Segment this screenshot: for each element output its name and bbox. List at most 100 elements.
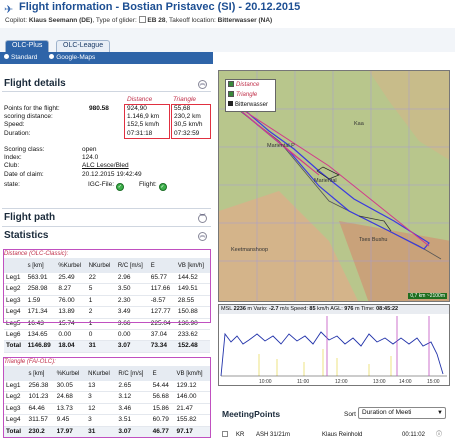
table-cell: 256.38 bbox=[26, 381, 55, 393]
view-google-label[interactable]: Google-Maps bbox=[56, 54, 96, 61]
table-cell: 13.89 bbox=[56, 306, 87, 319]
points-label: Points for the flight: bbox=[4, 105, 60, 112]
table-cell: 0.00 bbox=[115, 329, 149, 342]
table-cell: 171.34 bbox=[25, 306, 57, 319]
column-header: NKurbel bbox=[86, 366, 117, 381]
triangle-stats-table: s [km] %Kurbel NKurbel R/C [m/s] E VB [km/h] L… bbox=[4, 366, 210, 438]
table-cell: 129.12 bbox=[174, 381, 210, 393]
distance-value: 924,90 bbox=[127, 105, 147, 112]
table-cell: 2.65 bbox=[116, 381, 151, 393]
tab-olc-plus[interactable]: OLC-Plus bbox=[5, 40, 50, 52]
legend-distance-checkbox[interactable] bbox=[228, 81, 234, 87]
glider-checkbox[interactable] bbox=[138, 16, 146, 23]
table-cell: 258.98 bbox=[25, 283, 57, 296]
table-cell: 150.88 bbox=[175, 306, 210, 319]
map-scale: 0,7 km ~2100m bbox=[408, 293, 447, 299]
distance-value: 152,5 km/h bbox=[127, 121, 160, 129]
page-title: Flight information - Bostian Pristavec (… bbox=[19, 1, 301, 13]
radio-standard[interactable] bbox=[4, 54, 9, 59]
flight-map[interactable]: Distance Triangle Bitterwasser Kaa Marie… bbox=[218, 70, 450, 302]
table-cell: 13.73 bbox=[54, 403, 87, 416]
collapse-icon[interactable]: ︽ bbox=[198, 232, 207, 241]
time-value: 08:45:22 bbox=[376, 306, 399, 312]
meeting-code: KR bbox=[236, 432, 245, 438]
table-cell: Leg6 bbox=[4, 329, 26, 342]
x-tick: 12:00 bbox=[335, 379, 348, 385]
table-cell: 54.44 bbox=[150, 381, 175, 393]
table-cell: 2.96 bbox=[115, 273, 149, 285]
table-row: Leg4 171.34 13.89 2 3.49 127.77 150.88 bbox=[4, 306, 210, 319]
collapse-icon[interactable]: ︽ bbox=[198, 80, 207, 89]
table-cell: Leg5 bbox=[4, 318, 26, 331]
table-cell: Leg3 bbox=[4, 295, 26, 308]
triangle-caption: Triangle (FAI-OLC): bbox=[4, 359, 56, 365]
table-cell: Leg2 bbox=[4, 391, 27, 404]
table-cell: 3.49 bbox=[115, 306, 149, 319]
table-cell: 144.52 bbox=[175, 273, 210, 285]
x-tick: 15:00 bbox=[427, 379, 440, 385]
expand-icon[interactable]: ︾ bbox=[198, 214, 207, 223]
table-cell: 37.04 bbox=[148, 329, 176, 342]
table-cell: 64.46 bbox=[26, 403, 55, 416]
flight-path-title: Flight path bbox=[4, 212, 56, 223]
legend-triangle-checkbox[interactable] bbox=[228, 91, 234, 97]
table-cell: 0.00 bbox=[56, 329, 87, 342]
table-cell: 3.51 bbox=[116, 414, 151, 427]
table-cell: 3.50 bbox=[115, 283, 149, 296]
table-cell: 233.62 bbox=[175, 329, 210, 342]
table-cell: 12 bbox=[86, 403, 117, 416]
detail-label: Scoring class: bbox=[4, 145, 45, 153]
meeting-row[interactable]: KR ASH 31/21m Klaus Reinhold 00:11:02 ⓘ bbox=[222, 430, 448, 438]
meeting-callsign: ASH 31/21m bbox=[256, 432, 291, 438]
table-cell: Leg3 bbox=[4, 403, 27, 416]
total-row: Total 230.2 17.97 31 3.07 46.77 97.17 bbox=[4, 426, 210, 438]
table-cell: 56.68 bbox=[150, 391, 175, 404]
table-cell: 3.07 bbox=[115, 340, 149, 353]
table-cell: Leg2 bbox=[4, 283, 26, 296]
view-standard-label[interactable]: Standard bbox=[11, 54, 38, 61]
table-cell: 31 bbox=[86, 340, 116, 353]
column-header: VB [km/h] bbox=[174, 366, 210, 381]
table-cell: 30.05 bbox=[54, 381, 87, 393]
table-row: Leg1 256.38 30.05 13 2.65 54.44 129.12 bbox=[4, 381, 210, 393]
table-cell: 3.12 bbox=[116, 391, 151, 404]
triangle-highlight bbox=[3, 357, 211, 438]
table-cell: 22 bbox=[86, 273, 116, 285]
meeting-pilot: Klaus Reinhold bbox=[322, 432, 363, 438]
map-label: Kaa bbox=[354, 121, 364, 127]
column-header: E bbox=[150, 366, 175, 381]
pilot-date: - Bostian Pristavec (SI) - 20.12.2015 bbox=[115, 1, 301, 13]
table-cell: 15.86 bbox=[150, 403, 175, 416]
table-cell: 146.00 bbox=[174, 391, 210, 404]
distance-highlight bbox=[3, 249, 211, 323]
detail-label: state: bbox=[4, 180, 20, 188]
total-row: Total 1146.89 18.04 31 3.07 73.34 152.48 bbox=[4, 340, 210, 353]
flight-details-title: Flight details bbox=[4, 78, 66, 89]
table-cell: 563.91 bbox=[25, 273, 57, 285]
takeoff-marker bbox=[228, 101, 233, 106]
meeting-checkbox[interactable] bbox=[222, 431, 228, 437]
info-icon[interactable]: ⓘ bbox=[436, 432, 443, 438]
radio-google[interactable] bbox=[49, 54, 55, 59]
barogram-readout: MSL 2236 m Vario: -2.7 m/s Speed: 85 km/… bbox=[219, 305, 449, 314]
check-icon: ✓ bbox=[115, 182, 124, 191]
meeting-duration: 00:11:02 bbox=[402, 432, 425, 438]
club-link[interactable]: ALC Lesce/Bled bbox=[82, 162, 129, 170]
map-label: Tses Bushu bbox=[359, 237, 388, 243]
sort-value: Duration of Meeti bbox=[362, 409, 412, 416]
table-cell: 24.68 bbox=[54, 391, 87, 404]
triangle-value: 07:32:59 bbox=[174, 129, 200, 137]
table-cell: 127.77 bbox=[148, 306, 176, 319]
tab-olc-league[interactable]: OLC-League bbox=[56, 40, 111, 52]
view-selector: Standard Google-Maps bbox=[0, 52, 213, 64]
glider-icon: ✈ bbox=[4, 4, 14, 16]
legend-place: Bitterwasser bbox=[235, 102, 269, 108]
table-cell: Leg4 bbox=[4, 414, 27, 427]
sort-select[interactable]: Duration of Meeti ▼ bbox=[358, 407, 446, 419]
table-cell: 8.27 bbox=[56, 283, 87, 296]
legend-distance: Distance bbox=[236, 82, 260, 88]
table-cell: 25.49 bbox=[56, 273, 87, 285]
table-cell: Leg4 bbox=[4, 306, 26, 319]
column-header: E bbox=[148, 258, 176, 273]
barogram[interactable]: MSL 2236 m Vario: -2.7 m/s Speed: 85 km/… bbox=[218, 304, 450, 386]
